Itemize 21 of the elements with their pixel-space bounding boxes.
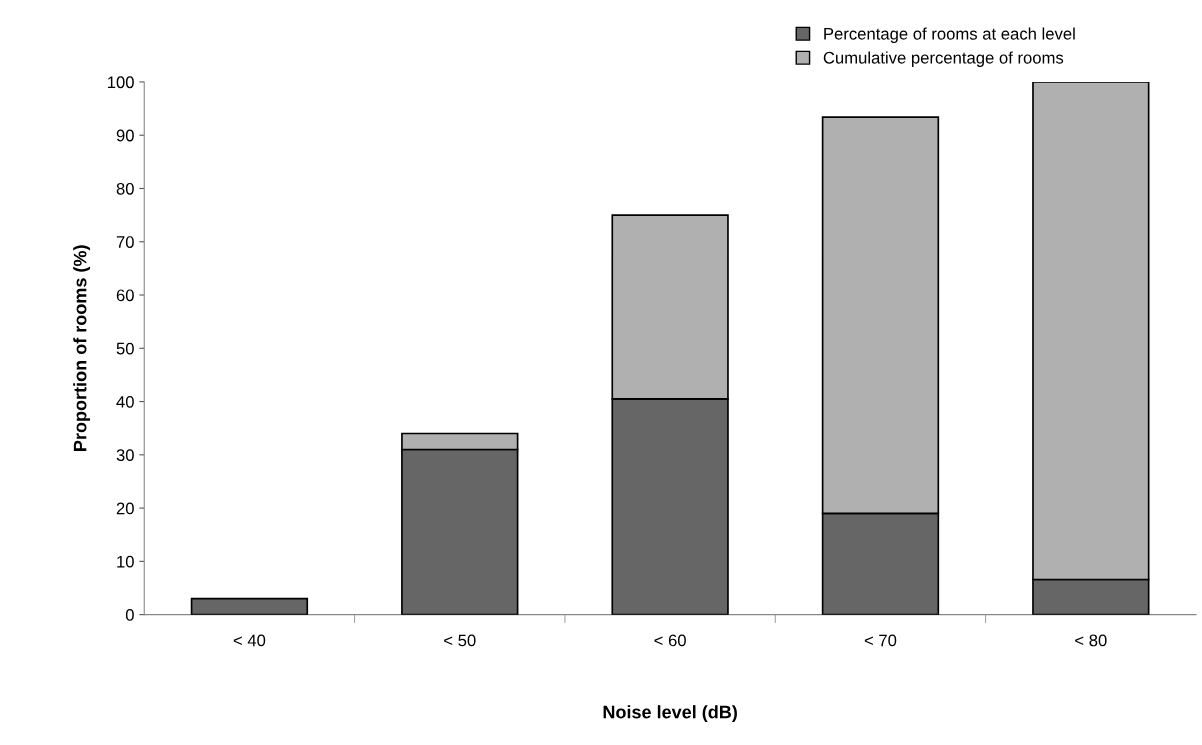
- y-tick-label: 40: [116, 395, 134, 408]
- y-tick-label: 0: [125, 609, 134, 621]
- y-tick-label: 60: [116, 289, 134, 302]
- y-tick-label: 90: [116, 129, 134, 142]
- y-tick-label: 20: [116, 502, 134, 515]
- x-tick-label: < 80: [1075, 634, 1107, 647]
- bar: [190, 597, 309, 615]
- x-tick-label: < 60: [654, 634, 686, 647]
- x-tick-label: < 50: [444, 634, 476, 647]
- legend-label: Cumulative percentage of rooms: [823, 51, 1064, 67]
- y-tick-label: 100: [107, 76, 134, 89]
- y-tick-label: 30: [116, 449, 134, 462]
- y-tick-label: 80: [116, 182, 134, 195]
- x-tick-label: < 40: [233, 634, 266, 647]
- legend-label: Percentage of rooms at each level: [824, 27, 1075, 43]
- y-tick-label: 70: [116, 236, 134, 248]
- y-tick-label: 50: [116, 342, 134, 355]
- y-tick-label: 10: [117, 555, 134, 568]
- x-axis-title: Noise level (dB): [603, 705, 737, 722]
- x-tick-label: < 70: [864, 634, 897, 647]
- y-axis-title: Proportion of rooms (%): [73, 245, 91, 451]
